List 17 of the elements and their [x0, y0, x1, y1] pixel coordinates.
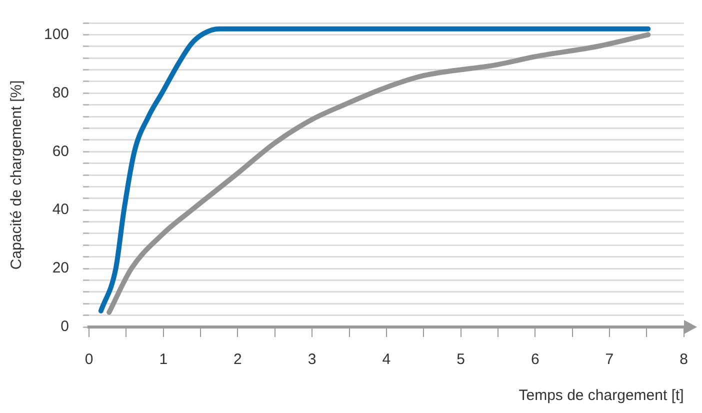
x-tick-label: 6 [530, 351, 540, 368]
x-tick-label: 7 [605, 351, 614, 368]
x-axis-title: Temps de chargement [t] [518, 387, 684, 404]
y-tick-label: 80 [52, 84, 70, 102]
x-tick-label: 3 [308, 351, 316, 368]
y-tick-label: 0 [60, 318, 70, 336]
x-tick-label: 1 [159, 351, 168, 368]
y-tick-label: 60 [52, 142, 70, 160]
y-tick-label: 100 [44, 26, 70, 43]
y-axis-title: Capacité de chargement [%] [8, 80, 26, 270]
y-tick-label: 40 [52, 201, 70, 218]
x-tick-label: 4 [382, 351, 391, 368]
y-tick-label: 20 [52, 260, 70, 277]
x-tick-label: 8 [680, 351, 688, 368]
x-tick-label: 5 [456, 351, 465, 368]
x-tick-label: 2 [234, 351, 242, 368]
x-tick-label: 0 [84, 351, 94, 368]
